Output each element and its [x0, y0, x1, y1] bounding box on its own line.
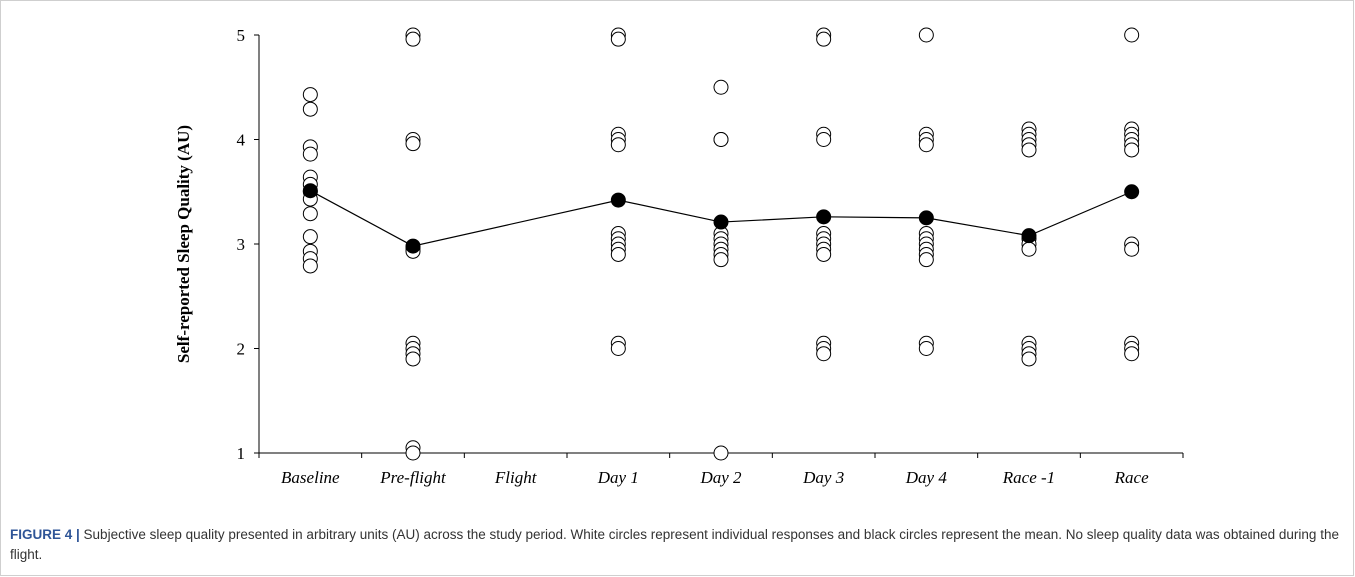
individual-response-point [302, 229, 318, 245]
individual-response-point [918, 27, 934, 43]
individual-response-point [610, 31, 626, 47]
mean-series [302, 183, 1140, 254]
y-tick-label: 1 [237, 444, 246, 463]
individual-response-point [918, 341, 934, 356]
individual-response-point [405, 445, 421, 461]
individual-response-point [816, 31, 832, 47]
individual-responses [302, 27, 1140, 461]
individual-response-point [302, 258, 318, 274]
individual-response-point [918, 137, 934, 153]
mean-point [918, 210, 934, 226]
x-category-label: Day 1 [597, 468, 639, 487]
individual-response-point [816, 132, 832, 147]
mean-point [302, 183, 318, 199]
individual-response-point [1124, 346, 1140, 362]
y-tick-label: 4 [237, 131, 246, 150]
sleep-quality-chart: 1 2 3 4 5 Baseline Pre-flight Flight Day 1 Day 2… [174, 26, 1184, 487]
mean-point [713, 214, 729, 230]
individual-response-point [610, 341, 626, 356]
individual-response-point [816, 246, 832, 262]
x-category-label: Race -1 [1002, 468, 1055, 487]
mean-point [1124, 184, 1140, 200]
y-tick-label: 2 [237, 340, 246, 359]
individual-response-point [405, 31, 421, 47]
y-axis-title: Self-reported Sleep Quality (AU) [174, 125, 193, 363]
individual-response-point [713, 252, 729, 268]
individual-response-point [1021, 241, 1037, 257]
individual-response-point [610, 137, 626, 153]
x-category-label: Day 3 [802, 468, 844, 487]
x-category-label: Flight [494, 468, 538, 487]
individual-response-point [302, 101, 318, 117]
caption-text: Subjective sleep quality presented in ar… [10, 527, 1339, 562]
mean-point [610, 192, 626, 208]
x-category-label: Day 4 [905, 468, 948, 487]
individual-response-point [816, 346, 832, 362]
y-tick-label: 5 [237, 26, 246, 45]
x-category-label: Baseline [281, 468, 340, 487]
individual-response-point [1124, 142, 1140, 158]
individual-response-point [405, 351, 421, 367]
individual-response-point [713, 79, 729, 95]
individual-response-point [1021, 351, 1037, 367]
figure-caption: FIGURE 4 | Subjective sleep quality pres… [10, 525, 1345, 565]
individual-response-point [1124, 27, 1140, 43]
individual-response-point [713, 445, 729, 461]
x-category-labels: Baseline Pre-flight Flight Day 1 Day 2 Day 3 D… [281, 468, 1149, 487]
y-tick-labels: 1 2 3 4 5 [237, 26, 246, 463]
y-tick-label: 3 [237, 235, 246, 254]
figure-label: FIGURE 4 | [10, 527, 80, 542]
individual-response-point [405, 136, 421, 152]
individual-response-point [302, 87, 318, 103]
x-category-label: Pre-flight [379, 468, 447, 487]
mean-point [405, 238, 421, 254]
x-category-label: Race [1114, 468, 1149, 487]
individual-response-point [1021, 142, 1037, 158]
individual-response-point [610, 246, 626, 262]
mean-point [816, 209, 832, 225]
individual-response-point [302, 146, 318, 162]
mean-line [310, 190, 1132, 247]
individual-response-point [302, 206, 318, 222]
individual-response-point [1124, 241, 1140, 257]
individual-response-point [713, 132, 729, 147]
individual-response-point [918, 252, 934, 268]
mean-point [1021, 228, 1037, 244]
x-category-label: Day 2 [699, 468, 742, 487]
